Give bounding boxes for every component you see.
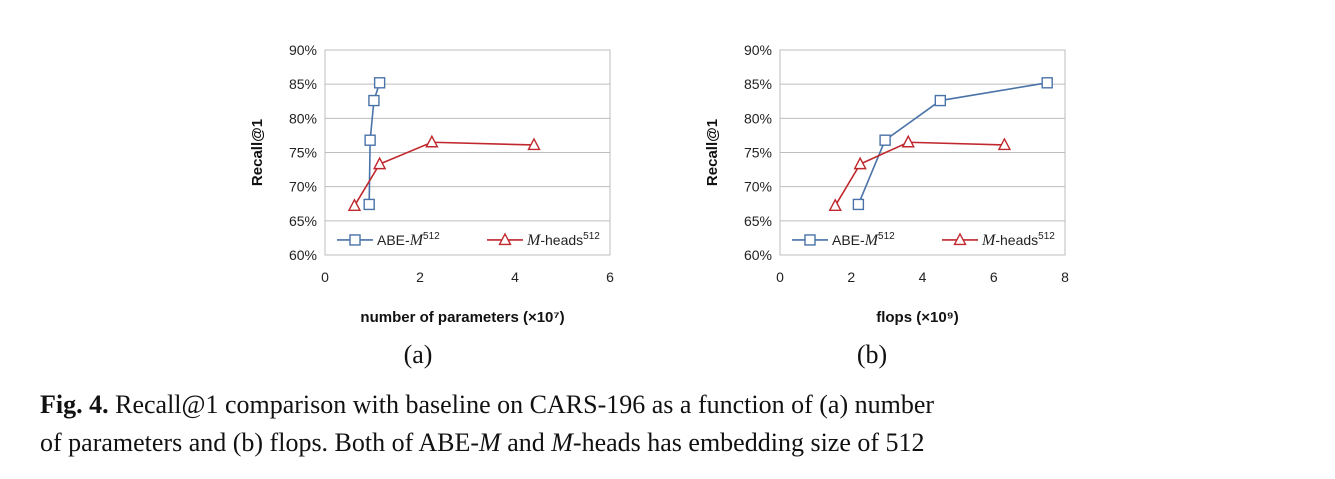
caption-fig-label: Fig. 4.: [40, 390, 109, 419]
x-axis-title: number of parameters (×10⁷): [360, 309, 564, 326]
x-axis-title: flops (×10⁹): [876, 309, 959, 326]
y-axis-title: Recall@1: [249, 119, 266, 186]
data-point-triangle: [853, 156, 867, 170]
chart-b-svg: 60% 65% 70% 75% 80% 85% 90% 0 2 4 6 8 flops (×10⁹) Re…: [704, 42, 1069, 326]
data-point-triangle: [527, 137, 541, 151]
legend-marker: [953, 232, 967, 246]
data-point-square: [373, 77, 386, 89]
y-tick-label: 90%: [289, 42, 317, 58]
y-tick-label: 60%: [744, 247, 772, 263]
x-tick-label: 8: [1061, 269, 1069, 285]
x-tick-label: 2: [416, 269, 424, 285]
y-tick-label: 85%: [744, 76, 772, 92]
x-tick-label: 4: [511, 269, 519, 285]
legend-marker: [498, 232, 512, 246]
y-tick-label: 70%: [289, 179, 317, 195]
legend-marker: [804, 234, 816, 246]
caption-text-2c: -heads has embedding size of 512: [572, 428, 925, 457]
legend-label: ABE-M512: [377, 231, 440, 249]
caption-line-2: of parameters and (b) flops. Both of ABE…: [40, 424, 1310, 462]
panel-label-b: (b): [856, 340, 888, 369]
y-tick-label: 75%: [744, 145, 772, 161]
data-point-triangle: [425, 134, 439, 148]
y-tick-label: 65%: [289, 213, 317, 229]
data-point-triangle: [997, 137, 1012, 151]
panel-label-a: (a): [403, 340, 433, 369]
data-point-square: [879, 134, 891, 146]
y-tick-label: 90%: [744, 42, 772, 58]
x-tick-label: 0: [321, 269, 329, 285]
chart-recall-vs-flops: 60% 65% 70% 75% 80% 85% 90% 0 2 4 6 8 flops (×10⁹) Re…: [695, 30, 1115, 340]
data-point-square: [1041, 77, 1053, 89]
caption-ital-1: M: [479, 428, 501, 457]
data-point-triangle: [828, 198, 842, 212]
y-tick-label: 80%: [744, 110, 772, 126]
caption-ital-2: M: [551, 428, 573, 457]
caption-text-2a: of parameters and (b) flops. Both of ABE…: [40, 428, 480, 457]
caption-text-2b: and: [500, 428, 552, 457]
legend-label: M-heads512: [981, 231, 1055, 249]
y-tick-label: 85%: [289, 76, 317, 92]
caption-text-1: Recall@1 comparison with baseline on CAR…: [108, 390, 935, 419]
data-point-triangle: [901, 134, 915, 148]
series-line: [834, 141, 1005, 207]
figure-caption: Fig. 4. Recall@1 comparison with baselin…: [40, 386, 1310, 462]
x-tick-label: 6: [990, 269, 998, 285]
legend-label: ABE-M512: [832, 231, 895, 249]
y-tick-label: 60%: [289, 247, 317, 263]
data-point-square: [934, 94, 947, 107]
y-tick-label: 70%: [744, 179, 772, 195]
caption-line-1: Fig. 4. Recall@1 comparison with baselin…: [40, 386, 1310, 424]
chart-recall-vs-parameters: 60% 65% 70% 75% 80% 85% 90% 0 2 4 6 number of param…: [240, 30, 660, 340]
y-tick-label: 65%: [744, 213, 772, 229]
legend-label: M-heads512: [526, 231, 600, 249]
legend-marker: [349, 234, 361, 246]
series-line: [353, 141, 535, 207]
data-point-triangle: [372, 156, 387, 170]
data-point-square: [368, 94, 380, 107]
x-tick-label: 0: [776, 269, 784, 285]
data-point-square: [364, 134, 376, 146]
x-tick-label: 4: [919, 269, 927, 285]
data-point-triangle: [347, 198, 362, 212]
x-tick-label: 6: [606, 269, 614, 285]
data-point-square: [852, 198, 865, 211]
y-tick-label: 75%: [289, 145, 317, 161]
chart-a-svg: 60% 65% 70% 75% 80% 85% 90% 0 2 4 6 number of param…: [249, 42, 614, 326]
x-tick-label: 2: [847, 269, 855, 285]
series-line: [857, 82, 1048, 205]
y-axis-title: Recall@1: [704, 119, 721, 186]
data-point-square: [363, 198, 375, 211]
series-line: [368, 82, 381, 205]
y-tick-label: 80%: [289, 110, 317, 126]
